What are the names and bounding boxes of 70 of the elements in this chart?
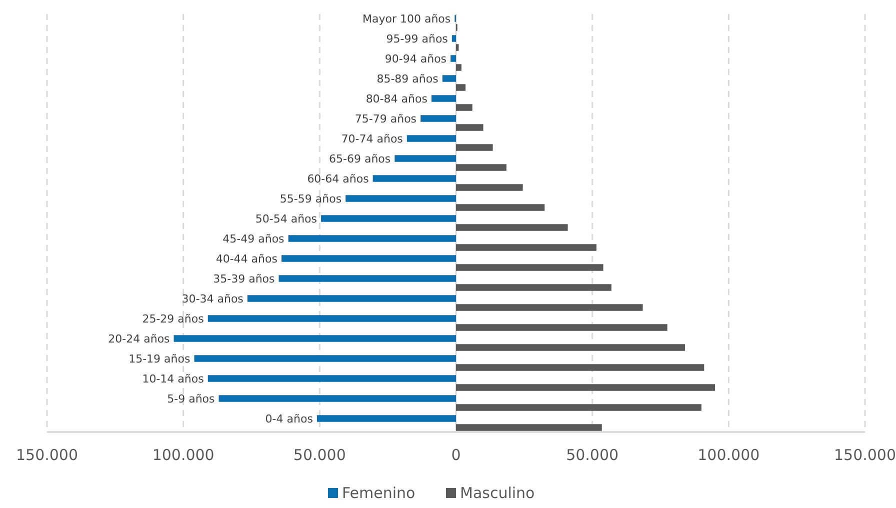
y-tick-label: 5-9 años <box>167 392 216 406</box>
bar <box>278 275 456 282</box>
x-tick-label: 150.000 <box>16 446 78 464</box>
bar <box>174 335 456 342</box>
y-tick-label: 85-89 años <box>376 72 439 86</box>
x-tick-label: 100.000 <box>152 446 214 464</box>
y-tick-label: 60-64 años <box>307 172 370 186</box>
bar <box>420 115 456 122</box>
y-tick-label: 95-99 años <box>386 32 448 46</box>
bar <box>346 195 456 202</box>
bar <box>456 144 493 151</box>
bar <box>456 384 716 391</box>
x-tick-label: 0 <box>451 446 461 464</box>
bar <box>194 355 456 362</box>
bar <box>456 184 523 191</box>
bar <box>456 364 704 371</box>
bar <box>406 135 456 142</box>
bar <box>456 44 459 51</box>
legend-label: Masculino <box>460 484 535 502</box>
y-tick-label: 35-39 años <box>213 272 276 286</box>
y-tick-label: 20-24 años <box>108 332 170 346</box>
y-tick-label: 15-19 años <box>128 352 190 366</box>
y-tick-label: 25-29 años <box>142 312 204 326</box>
bar <box>456 224 568 231</box>
y-tick-label: 30-34 años <box>182 292 244 306</box>
bar <box>442 75 456 82</box>
x-tick-label: 50.000 <box>293 446 346 464</box>
x-tick-label: 50.000 <box>566 446 619 464</box>
bar <box>456 424 602 431</box>
y-tick-label: 40-44 años <box>216 252 278 266</box>
y-tick-label: Mayor 100 años <box>362 12 451 26</box>
y-tick-label: 50-54 años <box>255 212 318 226</box>
bar <box>394 155 456 162</box>
x-tick-label: 150.000 <box>834 446 896 464</box>
bar <box>288 235 456 242</box>
bar <box>456 344 686 351</box>
bar <box>456 104 472 111</box>
bar <box>456 164 506 171</box>
bar <box>456 404 702 411</box>
y-tick-label: 10-14 años <box>142 372 204 386</box>
bar <box>450 55 456 62</box>
y-tick-label: 45-49 años <box>222 232 285 246</box>
x-tick-label: 100.000 <box>698 446 760 464</box>
bar <box>208 315 456 322</box>
bar <box>247 295 456 302</box>
bar <box>321 215 456 222</box>
y-tick-label: 70-74 años <box>341 132 404 146</box>
bar <box>372 175 456 182</box>
y-tick-label: 80-84 años <box>366 92 428 106</box>
bar <box>456 324 668 331</box>
bar <box>456 204 545 211</box>
bar <box>456 284 612 291</box>
bar <box>316 415 456 422</box>
bar <box>218 395 456 402</box>
y-tick-label: 0-4 años <box>265 412 314 426</box>
bar <box>456 64 462 71</box>
legend-label: Femenino <box>342 484 416 502</box>
bar <box>281 255 456 262</box>
bar <box>456 304 643 311</box>
bar <box>208 375 456 382</box>
bar <box>456 264 604 271</box>
bar <box>456 84 466 91</box>
bar <box>456 244 596 251</box>
y-tick-label: 90-94 años <box>384 52 447 66</box>
y-tick-label: 65-69 años <box>329 152 391 166</box>
bar <box>452 35 456 42</box>
y-tick-label: 55-59 años <box>280 192 342 206</box>
y-tick-label: 75-79 años <box>354 112 417 126</box>
bar <box>431 95 456 102</box>
bar <box>456 124 484 131</box>
